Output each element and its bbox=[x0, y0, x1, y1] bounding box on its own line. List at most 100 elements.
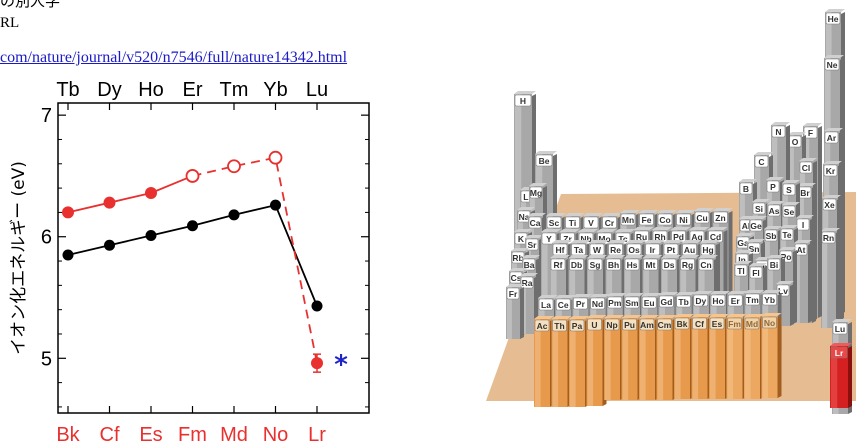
element-label-box bbox=[749, 219, 763, 232]
element-symbol: Hg bbox=[702, 245, 713, 255]
element-pillar: At bbox=[794, 240, 812, 323]
element-label-box bbox=[767, 258, 781, 271]
element-symbol: Fr bbox=[509, 289, 518, 299]
element-symbol: Re bbox=[610, 245, 621, 255]
x-tick-label-actinide: Lr bbox=[308, 424, 326, 441]
element-symbol: Be bbox=[539, 156, 550, 166]
element-symbol: Ta bbox=[574, 245, 584, 255]
data-point-black bbox=[270, 199, 281, 211]
data-point-red-open bbox=[227, 159, 241, 174]
x-tick-label-lanthanide: Tm bbox=[220, 79, 249, 101]
element-symbol: Er bbox=[731, 296, 741, 306]
element-label-box bbox=[762, 293, 777, 306]
element-symbol: At bbox=[797, 245, 806, 255]
element-label-box bbox=[657, 213, 673, 226]
element-label-box bbox=[535, 154, 553, 167]
x-tick-label-actinide: Fm bbox=[178, 424, 207, 441]
data-point-red-open bbox=[185, 169, 200, 183]
element-symbol: Pm bbox=[608, 298, 622, 308]
element-pillar: Cm bbox=[656, 315, 677, 400]
element-label-box bbox=[744, 317, 760, 330]
element-label-box bbox=[587, 318, 602, 331]
ionization-energy-chart: * 5 6 7 Bk Cf Es Fm Md No Lr Tb Dy Ho Er Tm Yb Lu イオン化エネル… bbox=[9, 79, 370, 441]
element-label-box bbox=[767, 204, 781, 217]
chart-labels: 5 6 7 Bk Cf Es Fm Md No Lr Tb Dy Ho Er Tm Yb Lu イオン化エネルギー… bbox=[9, 79, 328, 441]
element-label-box bbox=[565, 216, 580, 229]
element-symbol: Sr bbox=[528, 240, 538, 250]
element-symbol: W bbox=[593, 245, 602, 255]
element-symbol: I bbox=[802, 220, 804, 230]
element-label-box bbox=[641, 296, 657, 309]
x-tick-label-actinide: Es bbox=[139, 424, 162, 441]
element-symbol: Pr bbox=[576, 299, 586, 309]
element-symbol: Cu bbox=[696, 213, 707, 223]
element-label-box bbox=[590, 297, 605, 310]
element-symbol: Mt bbox=[646, 260, 656, 270]
element-symbol: N bbox=[775, 127, 781, 137]
element-symbol: Cr bbox=[605, 218, 615, 228]
element-symbol: Au bbox=[684, 245, 695, 255]
x-tick-label-lanthanide: Tb bbox=[56, 79, 79, 101]
element-label-box bbox=[639, 318, 655, 331]
x-tick-label-actinide: Md bbox=[220, 424, 248, 441]
element-symbol: No bbox=[764, 318, 775, 328]
x-tick-label-lanthanide: Dy bbox=[97, 79, 121, 101]
element-symbol: Zr bbox=[563, 234, 572, 244]
element-label-box bbox=[622, 318, 637, 331]
element-symbol: Ca bbox=[530, 218, 541, 228]
element-symbol: Ds bbox=[664, 260, 675, 270]
element-label-box bbox=[538, 298, 554, 311]
element-symbol: Fm bbox=[728, 319, 741, 329]
element-label-box bbox=[782, 183, 796, 196]
element-label-box bbox=[830, 346, 848, 359]
series-line-red-solid bbox=[67, 175, 193, 214]
element-symbol: H bbox=[520, 96, 526, 106]
element-symbol: Rb bbox=[512, 253, 523, 263]
element-symbol: Xe bbox=[824, 200, 835, 210]
element-symbol: In bbox=[738, 255, 746, 265]
element-symbol: Cm bbox=[658, 320, 672, 330]
series-line-red-dashed bbox=[192, 156, 318, 364]
element-label-box bbox=[550, 258, 566, 271]
source-url-link[interactable]: com/nature/journal/v520/n7546/full/natur… bbox=[0, 49, 348, 66]
element-symbol: Bk bbox=[677, 319, 688, 329]
element-pillar: Es bbox=[709, 314, 729, 399]
element-pillar: Bk bbox=[674, 314, 694, 399]
element-symbol: Lu bbox=[835, 324, 845, 334]
element-symbol: Ce bbox=[558, 300, 569, 310]
element-symbol: Po bbox=[781, 252, 792, 262]
element-label-box bbox=[680, 258, 695, 271]
element-pillar: Cf bbox=[691, 314, 712, 399]
element-symbol: Tl bbox=[737, 266, 745, 276]
element-symbol: Gd bbox=[660, 297, 672, 307]
data-point-black bbox=[228, 209, 240, 221]
element-pillar: Ac bbox=[534, 316, 554, 407]
element-symbol: Fl bbox=[752, 268, 760, 278]
data-point-black bbox=[62, 249, 74, 261]
element-symbol: He bbox=[828, 14, 839, 24]
element-label-box bbox=[529, 186, 543, 199]
element-label-box bbox=[528, 216, 542, 229]
element-symbol: Nd bbox=[592, 299, 603, 309]
element-label-box bbox=[573, 297, 588, 310]
element-label-box bbox=[639, 213, 654, 226]
element-symbol: Ir bbox=[650, 245, 656, 255]
element-symbol: Eu bbox=[644, 298, 655, 308]
element-label-box bbox=[541, 232, 557, 245]
element-label-box bbox=[762, 316, 777, 329]
element-label-box bbox=[692, 317, 707, 330]
element-symbol: Si bbox=[755, 204, 763, 214]
element-symbol: Md bbox=[746, 319, 758, 329]
element-label-box bbox=[754, 155, 769, 168]
x-tick-label-actinide: Cf bbox=[100, 424, 120, 441]
element-symbol: Rg bbox=[682, 260, 693, 270]
element-symbol: Se bbox=[784, 207, 795, 217]
element-symbol: Mn bbox=[622, 215, 634, 225]
element-label-box bbox=[514, 94, 532, 107]
element-label-box bbox=[824, 131, 839, 144]
element-label-box bbox=[583, 216, 599, 229]
element-symbol: Os bbox=[628, 245, 640, 255]
element-symbol: Fe bbox=[642, 215, 652, 225]
element-symbol: F bbox=[808, 128, 813, 138]
element-label-box bbox=[727, 317, 742, 330]
